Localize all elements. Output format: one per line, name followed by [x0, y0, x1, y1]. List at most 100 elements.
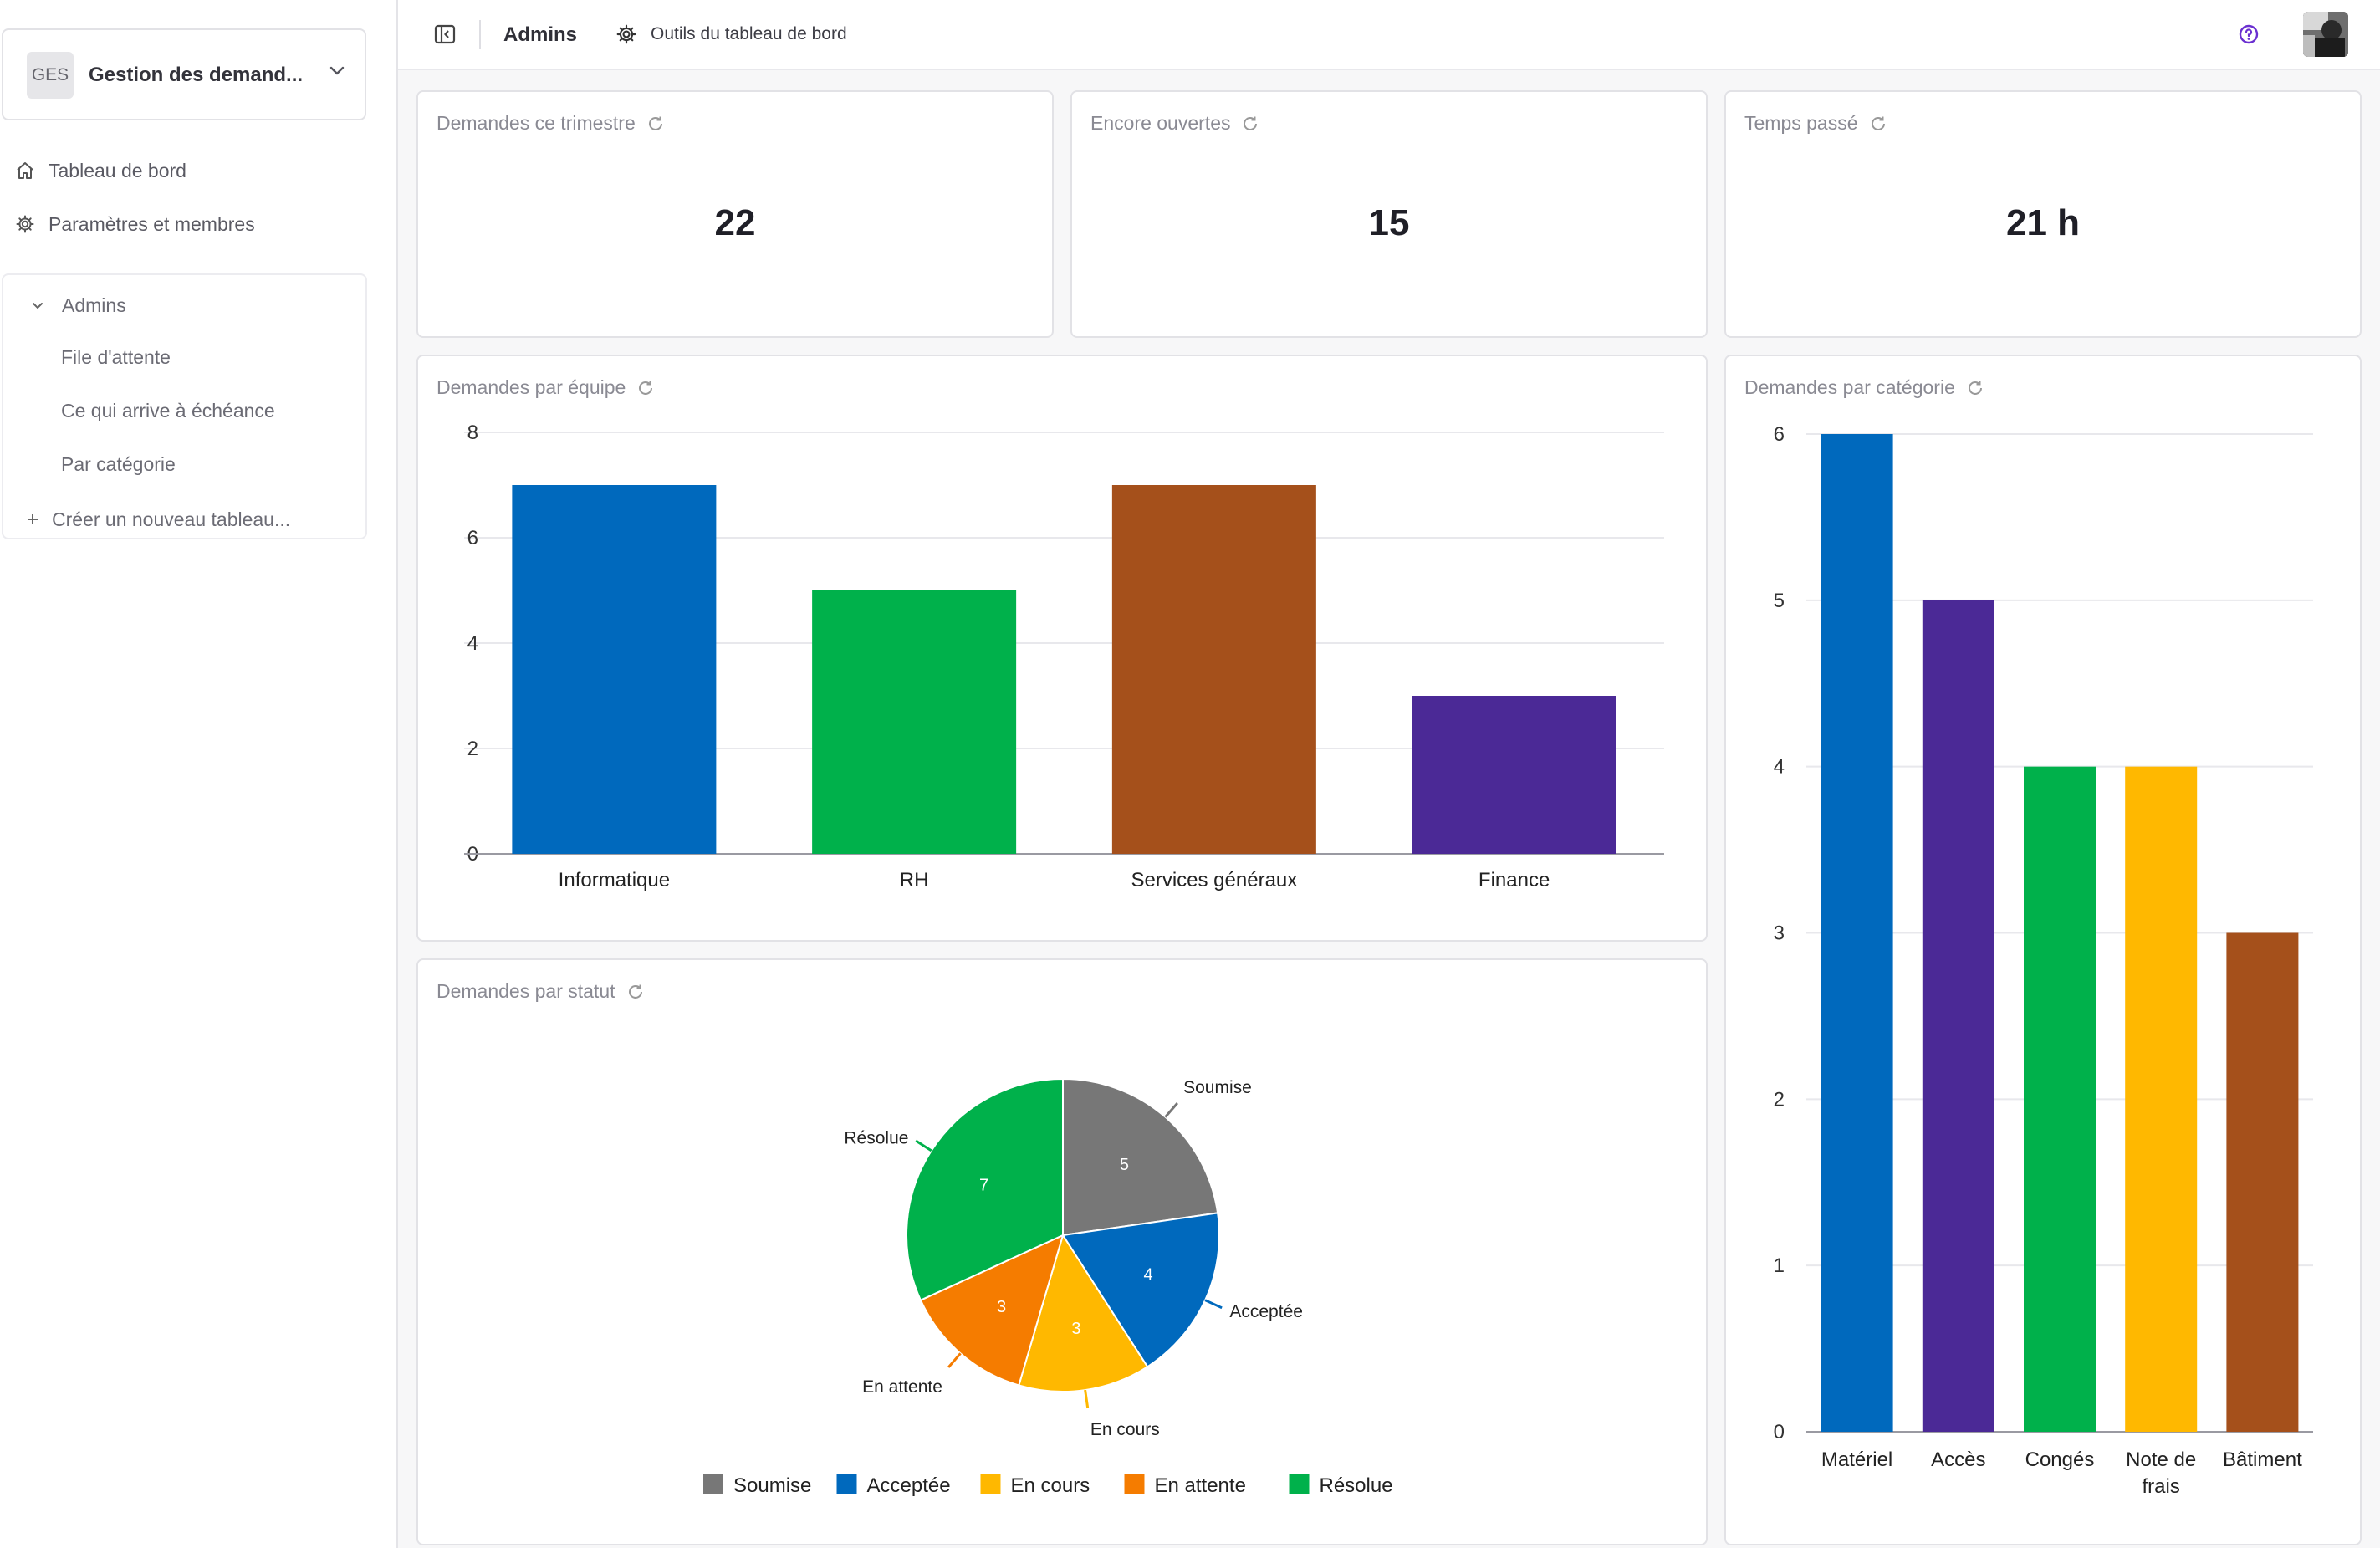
plus-icon — [28, 514, 38, 524]
refresh-icon[interactable] — [636, 378, 656, 398]
card-title: Demandes par catégorie — [1744, 376, 1985, 399]
dashboard-tools-label: Outils du tableau de bord — [651, 24, 847, 43]
y-tick-label: 2 — [467, 738, 478, 760]
kpi-card-still-open: Encore ouvertes 15 — [1070, 90, 1708, 338]
legend-swatch — [980, 1474, 1001, 1494]
pie-leader-line — [1204, 1299, 1223, 1310]
x-tick-label: Note de — [2126, 1448, 2196, 1471]
card-title: Encore ouvertes — [1090, 112, 1260, 135]
legend-label: Acceptée — [867, 1474, 951, 1497]
y-tick-label: 6 — [467, 527, 478, 549]
x-tick-label: Matériel — [1821, 1448, 1892, 1471]
y-tick-label: 4 — [1774, 756, 1785, 779]
legend-label: En attente — [1155, 1474, 1246, 1497]
sidebar: GES Gestion des demand... Tableau de bor… — [0, 0, 398, 1548]
topbar: Admins Outils du tableau de bord — [398, 0, 2380, 70]
pie-value-label: 3 — [997, 1298, 1006, 1316]
dashboard-group: Admins File d'attente Ce qui arrive à éc… — [2, 273, 367, 539]
help-icon[interactable] — [2238, 23, 2260, 45]
x-tick-label: Services généraux — [1131, 869, 1297, 892]
chart-card-status: Demandes par statut 5 Soumise 4 Acceptée 3 En… — [416, 958, 1708, 1545]
x-tick-label: Finance — [1479, 869, 1550, 892]
group-item-queue[interactable]: File d'attente — [61, 345, 171, 368]
kpi-value: 21 h — [2005, 202, 2081, 243]
legend-label: Soumise — [733, 1474, 811, 1497]
sidebar-item-label: Tableau de bord — [49, 159, 186, 181]
chart-card-category: Demandes par catégorie 0 1 2 3 4 5 6 Matériel Ac… — [1724, 355, 2362, 1545]
pie-leader-line — [1164, 1102, 1178, 1118]
legend-swatch — [703, 1474, 723, 1494]
refresh-icon[interactable] — [646, 114, 666, 134]
refresh-icon[interactable] — [626, 982, 646, 1002]
refresh-icon[interactable] — [1240, 114, 1260, 134]
x-tick-label: frais — [2143, 1475, 2180, 1498]
bar — [2125, 766, 2198, 1432]
bar — [2226, 932, 2299, 1432]
pie-category-label: Acceptée — [1229, 1302, 1303, 1321]
y-tick-label: 4 — [467, 632, 478, 655]
bar — [1111, 485, 1316, 854]
workspace-switcher[interactable]: GES Gestion des demand... — [2, 28, 366, 120]
card-title: Temps passé — [1744, 112, 1888, 135]
workspace-name: Gestion des demand... — [89, 64, 304, 86]
pie-value-label: 4 — [1143, 1266, 1152, 1285]
x-tick-label: Bâtiment — [2223, 1448, 2302, 1471]
group-item-category[interactable]: Par catégorie — [61, 452, 176, 475]
avatar[interactable] — [2303, 12, 2348, 57]
status-pie-chart: 5 Soumise 4 Acceptée 3 En cours 3 En attente 7 Ré… — [703, 1077, 1393, 1497]
pie-slice — [1062, 1077, 1219, 1237]
topbar-divider — [479, 20, 481, 49]
pie-slice — [1018, 1233, 1149, 1392]
pie-category-label: Soumise — [1183, 1078, 1252, 1097]
chevron-down-icon — [33, 303, 43, 309]
chevron-down-icon — [329, 66, 345, 75]
group-item-due[interactable]: Ce qui arrive à échéance — [61, 399, 275, 421]
pie-value-label: 7 — [979, 1176, 988, 1194]
bar — [512, 485, 717, 854]
x-tick-label: RH — [900, 869, 929, 892]
x-tick-label: Congés — [2025, 1448, 2095, 1471]
workspace-badge: GES — [27, 52, 74, 99]
sidebar-item-label: Paramètres et membres — [49, 212, 255, 235]
category-bar-chart: 0 1 2 3 4 5 6 Matériel Accès Congés Note de frais Bâ… — [1774, 423, 2313, 1498]
pie-category-label: Résolue — [844, 1129, 908, 1148]
legend-swatch — [836, 1474, 857, 1494]
bar — [1412, 696, 1616, 854]
refresh-icon[interactable] — [1965, 378, 1985, 398]
x-tick-label: Informatique — [559, 869, 670, 892]
legend-swatch — [1124, 1474, 1145, 1494]
y-tick-label: 1 — [1774, 1254, 1785, 1277]
pie-leader-line — [1084, 1389, 1090, 1409]
chart-card-team: Demandes par équipe 0 2 4 6 8 Informatique RH S… — [416, 355, 1708, 942]
y-tick-label: 3 — [1774, 922, 1785, 945]
pie-slice — [906, 1077, 1064, 1302]
pie-leader-line — [915, 1139, 932, 1152]
y-tick-label: 5 — [1774, 590, 1785, 612]
pie-leader-line — [947, 1352, 962, 1368]
pie-category-label: En attente — [862, 1377, 942, 1397]
gear-icon — [16, 215, 34, 233]
dashboard-tools-button[interactable]: Outils du tableau de bord — [615, 20, 847, 49]
kpi-value: 22 — [714, 202, 756, 243]
legend-swatch — [1289, 1474, 1310, 1494]
sidebar-toggle-icon[interactable] — [433, 23, 457, 46]
pie-slice — [919, 1234, 1065, 1387]
y-tick-label: 0 — [1774, 1421, 1785, 1443]
refresh-icon[interactable] — [1868, 114, 1888, 134]
home-icon — [17, 162, 33, 179]
kpi-card-requests-quarter: Demandes ce trimestre 22 — [416, 90, 1054, 338]
y-tick-label: 8 — [467, 421, 478, 444]
card-title: Demandes par équipe — [437, 376, 656, 399]
group-name: Admins — [62, 294, 126, 316]
y-tick-label: 6 — [1774, 423, 1785, 446]
pie-value-label: 3 — [1071, 1320, 1080, 1338]
group-toggle[interactable]: Admins — [30, 287, 126, 324]
card-title: Demandes par statut — [437, 980, 646, 1003]
create-dashboard-label: Créer un nouveau tableau... — [52, 508, 291, 530]
x-tick-label: Accès — [1931, 1448, 1985, 1471]
create-dashboard-button[interactable]: Créer un nouveau tableau... — [25, 501, 290, 538]
y-tick-label: 2 — [1774, 1088, 1785, 1111]
breadcrumb[interactable]: Admins — [503, 23, 578, 46]
legend-label: En cours — [1011, 1474, 1090, 1497]
